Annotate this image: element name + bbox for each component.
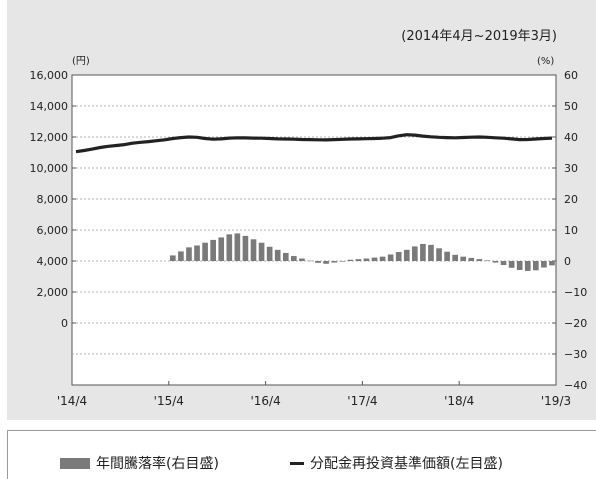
annual-change-bar	[218, 237, 224, 261]
legend-item-line: 分配金再投資基準価額(左目盛)	[290, 453, 503, 473]
annual-change-bar	[412, 246, 418, 261]
annual-change-bar	[202, 243, 208, 261]
annual-change-bar	[372, 258, 378, 261]
annual-change-bar	[396, 252, 402, 261]
right-tick-label: 20	[564, 193, 578, 206]
right-tick-label: −10	[564, 286, 587, 299]
annual-change-bar	[259, 243, 265, 261]
annual-change-bar	[267, 247, 273, 261]
annual-change-bar	[299, 259, 305, 261]
right-tick-label: −30	[564, 348, 587, 361]
annual-change-bar	[226, 234, 232, 261]
annual-change-bar	[460, 257, 466, 261]
right-tick-label: 10	[564, 224, 578, 237]
annual-change-bar	[533, 261, 539, 270]
annual-change-bar	[549, 261, 555, 265]
left-tick-label: 14,000	[30, 100, 69, 113]
legend: 年間騰落率(右目盛) 分配金再投資基準価額(左目盛)	[7, 430, 596, 479]
legend-line-label: 分配金再投資基準価額(左目盛)	[310, 453, 503, 473]
bar-swatch-icon	[60, 458, 90, 469]
annual-change-bar	[331, 261, 337, 263]
right-tick-label: 60	[564, 69, 578, 82]
left-tick-label: 2,000	[37, 286, 69, 299]
annual-change-bar	[541, 261, 547, 268]
right-tick-label: 30	[564, 162, 578, 175]
annual-change-bar	[420, 244, 426, 261]
annual-change-bar	[291, 256, 297, 261]
right-tick-label: −20	[564, 317, 587, 330]
annual-change-bar	[186, 247, 192, 261]
x-tick-label: '15/4	[154, 394, 184, 408]
annual-change-bar	[477, 259, 483, 261]
annual-change-bar	[339, 261, 345, 262]
right-tick-label: 40	[564, 131, 578, 144]
annual-change-bar	[178, 251, 184, 261]
left-tick-label: 16,000	[30, 69, 69, 82]
left-axis-unit: (円)	[72, 56, 90, 67]
annual-change-bar	[485, 260, 491, 261]
right-tick-label: 50	[564, 100, 578, 113]
x-tick-label: '17/4	[347, 394, 377, 408]
line-swatch-icon	[290, 462, 304, 465]
left-tick-label: 6,000	[37, 224, 69, 237]
left-tick-label: 10,000	[30, 162, 69, 175]
annual-change-bar	[444, 252, 450, 261]
annual-change-bar	[243, 236, 249, 261]
annual-change-bar	[468, 258, 474, 261]
annual-change-bar	[307, 261, 313, 262]
legend-bar-label: 年間騰落率(右目盛)	[96, 453, 219, 473]
left-tick-label: 0	[61, 317, 68, 330]
annual-change-bar	[235, 233, 241, 261]
annual-change-bar	[380, 257, 386, 261]
annual-change-bar	[170, 255, 176, 261]
annual-change-bar	[251, 239, 257, 261]
right-axis-unit: (%)	[537, 56, 554, 67]
annual-change-bar	[493, 261, 499, 263]
x-tick-label: '16/4	[250, 394, 280, 408]
x-tick-label: '14/4	[57, 394, 87, 408]
annual-change-bar	[194, 246, 200, 262]
right-tick-label: −40	[564, 379, 587, 392]
annual-change-bar	[283, 253, 289, 261]
annual-change-bar	[315, 261, 321, 263]
annual-change-bar	[275, 250, 281, 261]
annual-change-bar	[323, 261, 329, 264]
left-tick-label: 8,000	[37, 193, 69, 206]
annual-change-bar	[210, 240, 216, 261]
right-tick-label: 0	[564, 255, 571, 268]
legend-item-bars: 年間騰落率(右目盛)	[60, 453, 219, 473]
annual-change-bar	[404, 250, 410, 261]
chart-panel: (2014年4月~2019年3月) (円) (%) 16,000 14,000 12…	[7, 0, 596, 420]
annual-change-bar	[356, 259, 362, 261]
right-axis-ticks: 60 50 40 30 20 10 0 −10 −20 −30 −40	[552, 69, 587, 392]
annual-change-bar	[436, 248, 442, 261]
left-tick-label: 4,000	[37, 255, 69, 268]
period-note: (2014年4月~2019年3月)	[401, 29, 557, 44]
annual-change-bar	[428, 245, 434, 261]
left-tick-label: 12,000	[30, 131, 69, 144]
annual-change-bar	[525, 261, 531, 271]
annual-change-bar	[364, 259, 370, 261]
chart-area: (2014年4月~2019年3月) (円) (%) 16,000 14,000 12…	[7, 0, 596, 420]
annual-change-bar	[347, 260, 353, 261]
left-axis-ticks: 16,000 14,000 12,000 10,000 8,000 6,000 4,000 2…	[30, 69, 77, 330]
annual-change-bar	[388, 254, 394, 261]
annual-change-bar	[517, 261, 523, 270]
x-tick-label: '18/4	[444, 394, 474, 408]
annual-change-bar	[452, 255, 458, 261]
annual-change-bar	[501, 261, 507, 265]
annual-change-bar	[509, 261, 515, 268]
x-tick-label: '19/3	[541, 394, 571, 408]
